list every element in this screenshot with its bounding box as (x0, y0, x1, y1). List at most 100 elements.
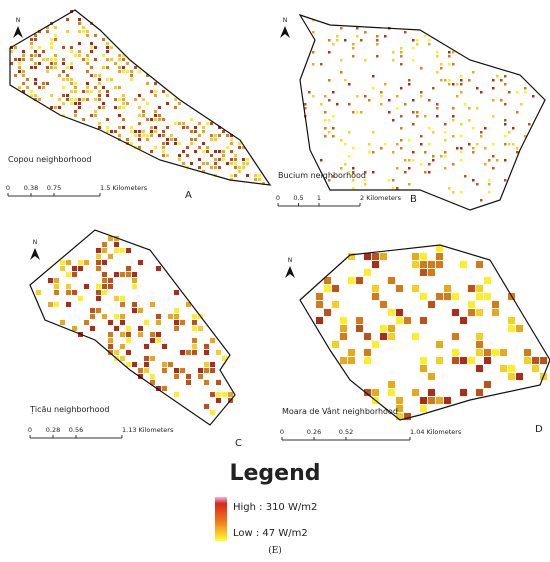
heat-pixel (48, 278, 53, 283)
heat-pixel (106, 66, 109, 69)
heat-pixel (484, 349, 491, 356)
heat-pixel (210, 410, 215, 415)
heat-pixel (368, 99, 371, 102)
heat-pixel (74, 98, 77, 101)
heat-pixel (204, 344, 209, 349)
heat-pixel (74, 86, 77, 89)
heat-pixel (94, 110, 97, 113)
heat-pixel (34, 98, 37, 101)
scale-label: 2 Kilometers (360, 194, 402, 202)
heat-pixel (324, 135, 327, 138)
heat-pixel (218, 166, 221, 169)
heat-pixel (98, 98, 101, 101)
heat-pixel (38, 54, 41, 57)
heat-pixel (512, 143, 515, 146)
heat-pixel (96, 290, 101, 295)
heat-pixel (18, 66, 21, 69)
heat-pixel (246, 174, 249, 177)
heat-pixel (356, 35, 359, 38)
heat-pixel (78, 54, 81, 57)
heat-pixel (198, 326, 203, 331)
heat-pixel (82, 98, 85, 101)
heat-pixel (428, 39, 431, 42)
heat-pixel (372, 285, 379, 292)
heat-pixel (202, 162, 205, 165)
heat-pixel (364, 349, 371, 356)
heat-pixel (144, 344, 149, 349)
heat-pixel (204, 362, 209, 367)
heat-pixel (62, 62, 65, 65)
legend-ramp (215, 497, 227, 541)
heat-pixel (500, 79, 503, 82)
heat-pixel (376, 35, 379, 38)
heat-pixel (324, 111, 327, 114)
heat-pixel (444, 397, 451, 404)
heat-pixel (452, 357, 459, 364)
heat-pixel (182, 162, 185, 165)
heat-pixel (142, 110, 145, 113)
heat-pixel (488, 179, 491, 182)
heat-pixel (238, 166, 241, 169)
heat-pixel (444, 155, 447, 158)
heat-pixel (150, 332, 155, 337)
heat-pixel (102, 290, 107, 295)
heat-pixel (118, 98, 121, 101)
heat-pixel (114, 236, 119, 241)
heat-pixel (392, 59, 395, 62)
heat-pixel (162, 90, 165, 93)
north-label: N (16, 17, 21, 24)
heat-pixel (524, 349, 531, 356)
heat-pixel (192, 320, 197, 325)
heat-pixel (108, 344, 113, 349)
heat-pixel (400, 127, 403, 130)
heat-pixel (114, 350, 119, 355)
heat-pixel (532, 357, 539, 364)
legend-high: High : 310 W/m2 (233, 502, 317, 513)
heat-pixel (66, 30, 69, 33)
heat-pixel (316, 301, 323, 308)
heat-pixel (46, 26, 49, 29)
heat-pixel (98, 126, 101, 129)
heat-pixel (332, 285, 339, 292)
heat-pixel (114, 130, 117, 133)
heat-pixel (364, 253, 371, 260)
heat-pixel (436, 341, 443, 348)
heat-pixel (62, 86, 65, 89)
heat-pixel (74, 90, 77, 93)
heat-pixel (356, 325, 363, 332)
north-label: N (288, 257, 293, 264)
heat-pixel (38, 62, 41, 65)
heat-pixel (86, 58, 89, 61)
heat-pixel (380, 253, 387, 260)
heat-pixel (126, 362, 131, 367)
heat-pixel (460, 357, 467, 364)
heat-pixel (364, 183, 367, 186)
heat-pixel (468, 119, 471, 122)
heat-pixel (420, 357, 427, 364)
heat-pixel (102, 242, 107, 247)
heat-pixel (18, 86, 21, 89)
heat-pixel (162, 150, 165, 153)
heat-pixel (436, 107, 439, 110)
heat-pixel (444, 123, 447, 126)
heat-pixel (428, 143, 431, 146)
heat-pixel (22, 58, 25, 61)
heat-pixel (138, 146, 141, 149)
heat-pixel (396, 317, 403, 324)
heat-pixel (66, 284, 71, 289)
heat-pixel (492, 143, 495, 146)
heat-pixel (312, 51, 315, 54)
heat-pixel (102, 106, 105, 109)
heat-pixel (154, 146, 157, 149)
heat-pixel (190, 142, 193, 145)
heat-pixel (122, 102, 125, 105)
heat-pixel (472, 151, 475, 154)
heat-pixel (412, 99, 415, 102)
heat-pixel (158, 114, 161, 117)
heat-pixel (46, 66, 49, 69)
heat-pixel (46, 70, 49, 73)
panel-name: Bucium neighborhood (278, 171, 366, 180)
heat-pixel (62, 114, 65, 117)
heat-pixel (102, 102, 105, 105)
heat-pixel (78, 42, 81, 45)
